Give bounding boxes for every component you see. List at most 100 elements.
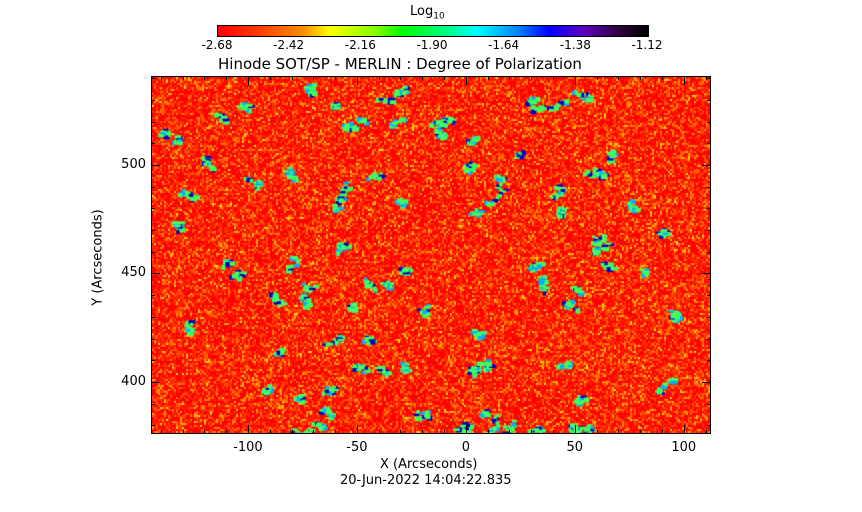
axis-tick: [707, 186, 711, 188]
y-tick-label: 450: [121, 265, 146, 281]
axis-tick: [160, 76, 162, 80]
axis-tick: [356, 425, 358, 434]
axis-tick: [465, 76, 467, 85]
y-tick-label: 400: [121, 373, 146, 389]
axis-tick: [596, 430, 598, 434]
x-tick-label: 100: [671, 440, 697, 455]
colorbar: [217, 25, 649, 37]
x-tick-label: -50: [346, 440, 368, 455]
axis-tick: [707, 121, 711, 123]
colorbar-tick-label: -2.16: [344, 38, 376, 52]
axis-tick: [151, 381, 160, 383]
axis-tick: [531, 430, 533, 434]
axis-tick: [707, 143, 711, 145]
timestamp: 20-Jun-2022 14:04:22.835: [340, 473, 512, 488]
polarization-map: [152, 77, 710, 433]
chart-title: Hinode SOT/SP - MERLIN : Degree of Polar…: [218, 55, 582, 73]
x-tick-label: 50: [566, 440, 584, 455]
axis-tick: [422, 76, 424, 80]
axis-tick: [705, 76, 707, 80]
axis-tick: [640, 430, 642, 434]
axis-tick: [151, 338, 155, 340]
x-tick-label: 0: [461, 440, 470, 455]
axis-tick: [509, 76, 511, 80]
axis-tick: [574, 425, 576, 434]
colorbar-tick-label: -1.38: [559, 38, 591, 52]
axis-tick: [574, 76, 576, 85]
axis-tick: [226, 76, 228, 80]
axis-tick: [707, 403, 711, 405]
axis-tick: [378, 430, 380, 434]
colorbar-label-sub: 10: [433, 11, 445, 22]
axis-tick: [269, 430, 271, 434]
axis-tick: [247, 76, 249, 85]
axis-tick: [487, 430, 489, 434]
axis-tick: [661, 76, 663, 80]
axis-tick: [313, 430, 315, 434]
axis-tick: [151, 208, 155, 210]
axis-tick: [553, 76, 555, 80]
axis-tick: [596, 76, 598, 80]
axis-tick: [707, 78, 711, 80]
axis-tick: [182, 76, 184, 80]
plot-area: [151, 76, 711, 434]
axis-tick: [151, 316, 155, 318]
axis-tick: [151, 99, 155, 101]
axis-tick: [356, 76, 358, 85]
colorbar-tick-label: -2.42: [273, 38, 305, 52]
colorbar-label: Log10: [410, 4, 445, 22]
axis-tick: [683, 425, 685, 434]
axis-tick: [335, 76, 337, 80]
axis-tick: [707, 425, 711, 427]
axis-tick: [707, 208, 711, 210]
axis-tick: [444, 76, 446, 80]
axis-tick: [487, 76, 489, 80]
y-tick-label: 500: [121, 156, 146, 172]
y-axis-label: Y (Arcseconds): [90, 209, 106, 306]
axis-tick: [151, 186, 155, 188]
axis-tick: [313, 76, 315, 80]
colorbar-tick-label: -1.90: [416, 38, 448, 52]
colorbar-tick-label: -1.64: [488, 38, 520, 52]
axis-tick: [160, 430, 162, 434]
axis-tick: [400, 76, 402, 80]
axis-tick: [182, 430, 184, 434]
axis-tick: [151, 273, 160, 275]
axis-tick: [707, 295, 711, 297]
x-axis-label: X (Arcseconds): [380, 457, 478, 472]
axis-tick: [151, 121, 155, 123]
axis-tick: [702, 273, 711, 275]
axis-tick: [618, 430, 620, 434]
axis-tick: [151, 143, 155, 145]
colorbar-tick-label: -2.68: [201, 38, 233, 52]
axis-tick: [465, 425, 467, 434]
colorbar-label-text: Log: [410, 4, 434, 19]
axis-tick: [553, 430, 555, 434]
axis-tick: [335, 430, 337, 434]
axis-tick: [151, 78, 155, 80]
axis-tick: [151, 360, 155, 362]
x-tick-label: -100: [233, 440, 263, 455]
axis-tick: [702, 381, 711, 383]
axis-tick: [204, 430, 206, 434]
axis-tick: [378, 76, 380, 80]
axis-tick: [640, 76, 642, 80]
axis-tick: [151, 403, 155, 405]
axis-tick: [151, 251, 155, 253]
axis-tick: [707, 360, 711, 362]
axis-tick: [422, 430, 424, 434]
axis-tick: [151, 425, 155, 427]
axis-tick: [702, 164, 711, 166]
axis-tick: [707, 338, 711, 340]
axis-tick: [444, 430, 446, 434]
axis-tick: [226, 430, 228, 434]
axis-tick: [291, 430, 293, 434]
axis-tick: [707, 99, 711, 101]
axis-tick: [531, 76, 533, 80]
axis-tick: [269, 76, 271, 80]
axis-tick: [705, 430, 707, 434]
axis-tick: [291, 76, 293, 80]
axis-tick: [509, 430, 511, 434]
axis-tick: [151, 295, 155, 297]
axis-tick: [151, 164, 160, 166]
